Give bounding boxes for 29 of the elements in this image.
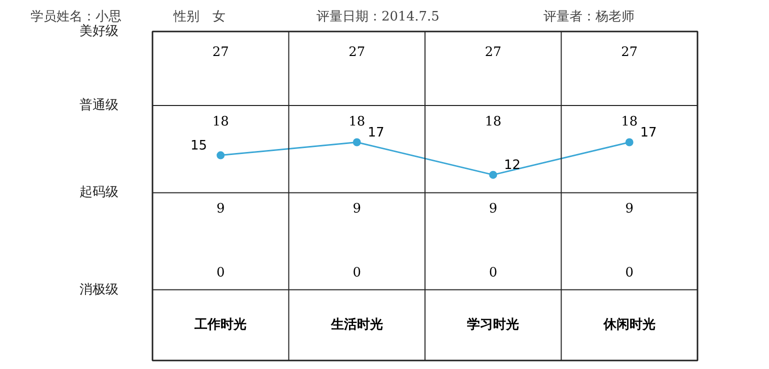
x-tick-label: 休闲时光 [602,318,656,333]
text: 18 [212,114,229,130]
text: 27 [484,45,502,60]
text: 0 [352,266,362,281]
text: 27 [212,45,229,60]
x-tick-label: 工作时光 [194,318,247,333]
text: 27 [348,45,366,60]
text: 18 [484,114,502,130]
text: 消极级 [80,282,118,298]
data-label: 15 [190,138,208,154]
text: 0 [216,266,225,281]
text: 9 [352,202,362,217]
text: 9 [488,202,498,217]
text: 27 [621,45,638,60]
text: 普通级 [80,97,118,114]
text: 9 [216,202,225,217]
data-label: 17 [368,125,384,140]
text: 起码级 [80,185,118,200]
x-tick-label: 生活时光 [330,318,383,333]
data-label: 17 [640,125,657,140]
text: 0 [488,266,498,281]
chart-title: 学员姓名：小思 性别 女 评量日期：2014.7.5 评量者：杨老师 [30,10,634,24]
x-tick-label: 学习时光 [467,318,520,333]
data-label: 12 [504,158,521,173]
text: 美好级 [80,23,118,39]
text: 0 [625,266,634,281]
text: 18 [348,114,366,130]
text: 9 [625,202,634,217]
text: 18 [621,114,638,130]
